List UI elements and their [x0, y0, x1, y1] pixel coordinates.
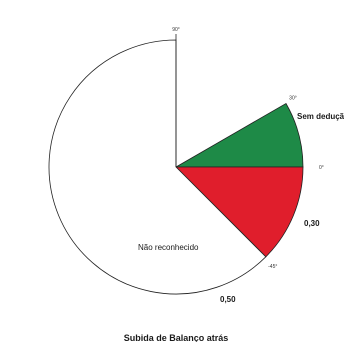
tick-label-minus-45: -45° [268, 264, 277, 270]
slice-value-red: 0,30 [304, 219, 320, 228]
tick-label-0: 0° [319, 165, 324, 171]
slice-label-nao-reconhecido: Não reconhecido [138, 243, 199, 252]
slice-nao-reconhecido [48, 39, 267, 295]
slice-value-white: 0,50 [220, 295, 236, 304]
slice-sem-deducao [174, 102, 304, 168]
chart-title: Subida de Balanço atrás [124, 333, 229, 342]
tick-label-90: 90° [172, 27, 180, 33]
slice-label-sem-deducao: Sem dedução [297, 112, 344, 121]
slice-red [175, 166, 304, 258]
tick-label-30: 30° [289, 96, 297, 102]
